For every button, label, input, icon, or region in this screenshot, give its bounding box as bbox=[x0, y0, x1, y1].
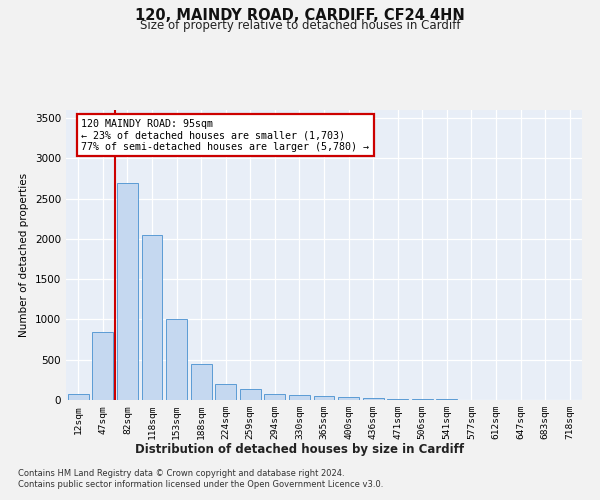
Y-axis label: Number of detached properties: Number of detached properties bbox=[19, 173, 29, 337]
Text: 120, MAINDY ROAD, CARDIFF, CF24 4HN: 120, MAINDY ROAD, CARDIFF, CF24 4HN bbox=[135, 8, 465, 22]
Bar bbox=[215, 384, 236, 400]
Bar bbox=[117, 182, 138, 400]
Bar bbox=[68, 394, 89, 400]
Text: 120 MAINDY ROAD: 95sqm
← 23% of detached houses are smaller (1,703)
77% of semi-: 120 MAINDY ROAD: 95sqm ← 23% of detached… bbox=[82, 118, 370, 152]
Bar bbox=[289, 395, 310, 400]
Text: Contains public sector information licensed under the Open Government Licence v3: Contains public sector information licen… bbox=[18, 480, 383, 489]
Bar bbox=[166, 320, 187, 400]
Text: Contains HM Land Registry data © Crown copyright and database right 2024.: Contains HM Land Registry data © Crown c… bbox=[18, 468, 344, 477]
Bar bbox=[314, 396, 334, 400]
Bar bbox=[240, 389, 261, 400]
Bar bbox=[265, 394, 286, 400]
Bar bbox=[387, 399, 408, 400]
Bar bbox=[412, 399, 433, 400]
Bar bbox=[191, 364, 212, 400]
Bar bbox=[338, 397, 359, 400]
Bar bbox=[362, 398, 383, 400]
Bar bbox=[142, 235, 163, 400]
Bar bbox=[92, 332, 113, 400]
Text: Size of property relative to detached houses in Cardiff: Size of property relative to detached ho… bbox=[140, 19, 460, 32]
Text: Distribution of detached houses by size in Cardiff: Distribution of detached houses by size … bbox=[136, 442, 464, 456]
